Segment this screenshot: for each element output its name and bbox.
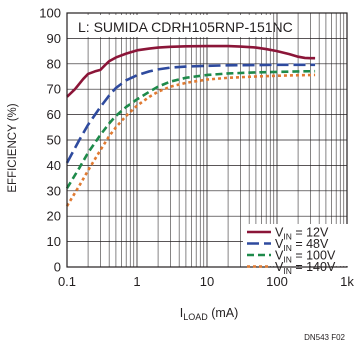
legend-entry: VIN = 12V bbox=[275, 226, 329, 242]
x-tick-label: 1k bbox=[340, 274, 354, 289]
x-tick-label: 1 bbox=[133, 274, 140, 289]
x-axis-label-main: I bbox=[180, 306, 183, 320]
y-tick-label: 80 bbox=[47, 56, 61, 71]
legend-entry: VIN = 140V bbox=[275, 260, 336, 276]
plot-frame bbox=[66, 12, 348, 268]
legend-sub: IN bbox=[283, 232, 292, 242]
series-lines bbox=[65, 44, 316, 207]
legend-value: = 100V bbox=[292, 249, 336, 263]
x-tick-label: 0.1 bbox=[58, 274, 76, 289]
legend-sub: IN bbox=[283, 266, 292, 276]
legend-entry: VIN = 48V bbox=[275, 237, 329, 253]
x-axis-label: ILOAD (mA) bbox=[180, 306, 239, 322]
legend-v: V bbox=[275, 237, 284, 251]
y-tick-label: 20 bbox=[47, 209, 61, 224]
tick-labels: 0 10 20 30 40 50 60 70 80 90 100 0.1 1 10 100 1k bbox=[39, 6, 354, 290]
y-tick-label: 10 bbox=[47, 234, 61, 249]
x-axis-label-unit: (mA) bbox=[208, 306, 239, 320]
x-axis-label-sub: LOAD bbox=[183, 312, 208, 322]
legend-v: V bbox=[275, 249, 284, 263]
legend-v: V bbox=[275, 260, 284, 274]
y-axis-label: EFFICIENCY (%) bbox=[7, 103, 19, 192]
series-line-4 bbox=[65, 73, 316, 207]
y-tick-label: 70 bbox=[47, 82, 61, 97]
inductor-annotation: L: SUMIDA CDRH105RNP-151NC bbox=[78, 19, 293, 35]
legend-value: = 140V bbox=[292, 260, 336, 274]
legend-value: = 48V bbox=[292, 237, 329, 251]
series-line-2 bbox=[65, 63, 316, 164]
y-tick-label: 90 bbox=[47, 31, 61, 46]
y-tick-label: 100 bbox=[39, 6, 61, 21]
annotation-background bbox=[72, 15, 272, 37]
series-line-3 bbox=[65, 69, 316, 189]
series-line-1 bbox=[66, 44, 316, 98]
y-tick-label: 60 bbox=[47, 107, 61, 122]
y-tick-label: 50 bbox=[47, 133, 61, 148]
y-tick-label: 40 bbox=[47, 158, 61, 173]
legend-value: = 12V bbox=[292, 226, 329, 240]
legend-sub: IN bbox=[283, 255, 292, 265]
legend-v: V bbox=[275, 226, 284, 240]
x-tick-label: 100 bbox=[266, 274, 288, 289]
y-tick-label: 0 bbox=[54, 260, 61, 275]
x-tick-label: 10 bbox=[200, 274, 214, 289]
figure-footnote: DN543 F02 bbox=[304, 333, 345, 342]
legend-sub: IN bbox=[283, 243, 292, 253]
legend-entry: VIN = 100V bbox=[275, 249, 336, 265]
y-tick-label: 30 bbox=[47, 183, 61, 198]
